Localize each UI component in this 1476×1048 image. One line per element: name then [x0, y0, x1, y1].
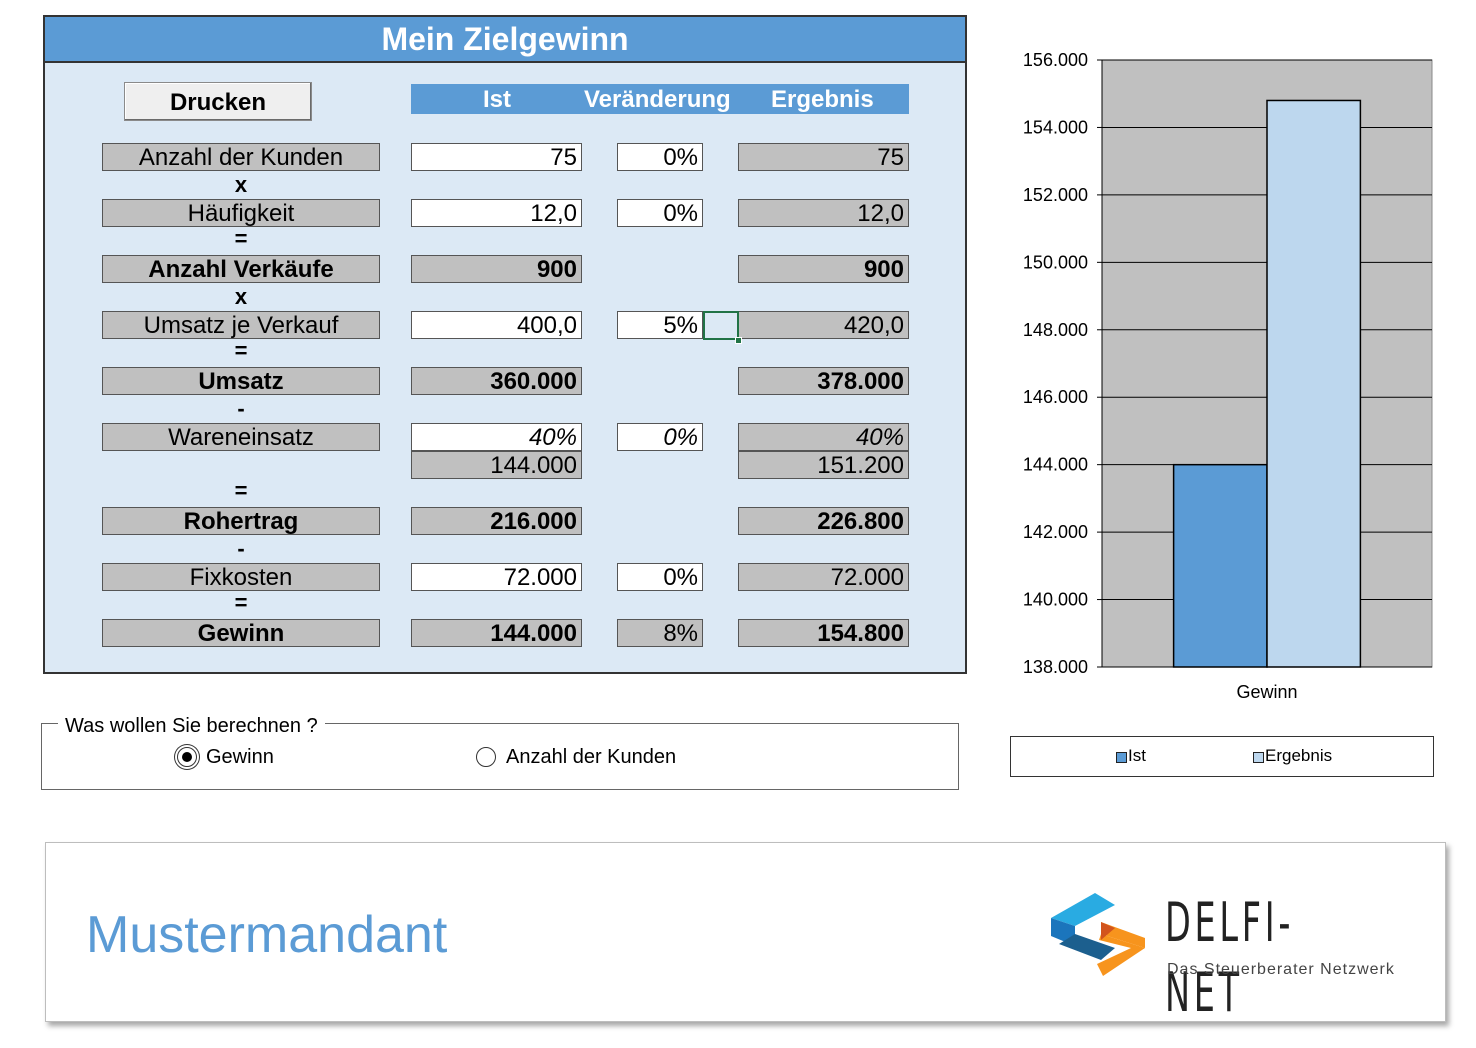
- umsatz-je-verkauf-ist-input[interactable]: 400,0: [411, 311, 582, 339]
- panel-title: Mein Zielgewinn: [43, 15, 967, 63]
- y-tick-label: 144.000: [1023, 455, 1088, 475]
- umsatz-je-verkauf-veraenderung-input[interactable]: 5%: [617, 311, 703, 339]
- row-label-verkaeufe: Anzahl Verkäufe: [102, 255, 380, 283]
- kunden-ist-input[interactable]: 75: [411, 143, 582, 171]
- rohertrag-ist: 216.000: [411, 507, 582, 535]
- column-header-ergebnis: Ergebnis: [771, 86, 874, 113]
- haeufigkeit-ist-input[interactable]: 12,0: [411, 199, 582, 227]
- brand-tagline: Das Steuerberater Netzwerk: [1167, 961, 1395, 978]
- client-name: Mustermandant: [86, 906, 448, 964]
- profit-chart: 138.000 140.000 142.000 144.000 146.000 148.0…: [1023, 50, 1433, 702]
- operator-multiply: x: [234, 284, 248, 309]
- row-label-umsatz-je-verkauf: Umsatz je Verkauf: [102, 311, 380, 339]
- selected-cell[interactable]: [703, 311, 739, 340]
- radio-label-anzahl-kunden[interactable]: Anzahl der Kunden: [506, 746, 677, 768]
- row-label-wareneinsatz: Wareneinsatz: [102, 423, 380, 451]
- legend-label-ist: Ist: [1128, 746, 1146, 765]
- row-label-kunden: Anzahl der Kunden: [102, 143, 380, 171]
- column-header-veraenderung: Veränderung: [584, 86, 731, 113]
- operator-minus: -: [237, 396, 245, 421]
- haeufigkeit-ergebnis: 12,0: [738, 199, 909, 227]
- x-category-label: Gewinn: [1236, 682, 1297, 702]
- fixkosten-ergebnis: 72.000: [738, 563, 909, 591]
- y-tick-label: 140.000: [1023, 590, 1088, 610]
- kunden-ergebnis: 75: [738, 143, 909, 171]
- y-tick-label: 146.000: [1023, 387, 1088, 407]
- radio-label-gewinn[interactable]: Gewinn: [206, 746, 274, 768]
- print-button[interactable]: Drucken: [124, 82, 312, 121]
- operator-equals: =: [234, 226, 248, 251]
- verkaeufe-ergebnis: 900: [738, 255, 909, 283]
- operator-equals: =: [234, 478, 248, 503]
- client-card: [45, 842, 1446, 1022]
- legend-swatch-ist: [1116, 752, 1127, 763]
- bar-ergebnis: [1266, 99, 1362, 668]
- fill-handle[interactable]: [735, 337, 742, 344]
- gewinn-veraenderung: 8%: [617, 619, 703, 647]
- legend-label-ergebnis: Ergebnis: [1265, 746, 1333, 765]
- row-label-haeufigkeit: Häufigkeit: [102, 199, 380, 227]
- legend-swatch-ergebnis: [1253, 752, 1264, 763]
- brand-name: DELFI-NET: [1165, 891, 1295, 1024]
- operator-minus: -: [237, 536, 245, 561]
- rohertrag-ergebnis: 226.800: [738, 507, 909, 535]
- umsatz-je-verkauf-ergebnis: 420,0: [738, 311, 909, 339]
- wareneinsatz-ergebnis: 151.200: [738, 451, 909, 479]
- fixkosten-ist-input[interactable]: 72.000: [411, 563, 582, 591]
- fixkosten-veraenderung-input[interactable]: 0%: [617, 563, 703, 591]
- column-header-ist: Ist: [483, 86, 512, 113]
- kunden-veraenderung-input[interactable]: 0%: [617, 143, 703, 171]
- verkaeufe-ist: 900: [411, 255, 582, 283]
- gewinn-ist: 144.000: [411, 619, 582, 647]
- haeufigkeit-veraenderung-input[interactable]: 0%: [617, 199, 703, 227]
- umsatz-ergebnis: 378.000: [738, 367, 909, 395]
- y-tick-label: 138.000: [1023, 657, 1088, 677]
- bar-ist: [1172, 463, 1268, 668]
- y-tick-label: 152.000: [1023, 185, 1088, 205]
- wareneinsatz-ist: 144.000: [411, 451, 582, 479]
- operator-equals: =: [234, 590, 248, 615]
- gewinn-ergebnis: 154.800: [738, 619, 909, 647]
- umsatz-ist: 360.000: [411, 367, 582, 395]
- row-label-fixkosten: Fixkosten: [102, 563, 380, 591]
- radio-selected-dot: [182, 752, 192, 762]
- y-tick-label: 148.000: [1023, 320, 1088, 340]
- wareneinsatz-ergebnis-pct: 40%: [738, 423, 909, 451]
- row-label-umsatz: Umsatz: [102, 367, 380, 395]
- operator-equals: =: [234, 338, 248, 363]
- y-tick-label: 150.000: [1023, 252, 1088, 272]
- calculation-option-group: [41, 723, 959, 790]
- chart-legend: Ist Ergebnis: [1010, 736, 1434, 777]
- operator-multiply: x: [234, 172, 248, 197]
- y-tick-label: 142.000: [1023, 522, 1088, 542]
- radio-anzahl-kunden[interactable]: [476, 747, 496, 767]
- y-tick-label: 156.000: [1023, 50, 1088, 70]
- wareneinsatz-veraenderung-input[interactable]: 0%: [617, 423, 703, 451]
- wareneinsatz-ist-pct-input[interactable]: 40%: [411, 423, 582, 451]
- y-tick-label: 154.000: [1023, 117, 1088, 137]
- radio-gewinn[interactable]: [177, 747, 197, 767]
- row-label-rohertrag: Rohertrag: [102, 507, 380, 535]
- delfi-net-logo-icon: [1051, 893, 1145, 976]
- column-header: Ist Veränderung Ergebnis: [411, 84, 909, 114]
- option-group-legend: Was wollen Sie berechnen ?: [58, 714, 325, 738]
- row-label-gewinn: Gewinn: [102, 619, 380, 647]
